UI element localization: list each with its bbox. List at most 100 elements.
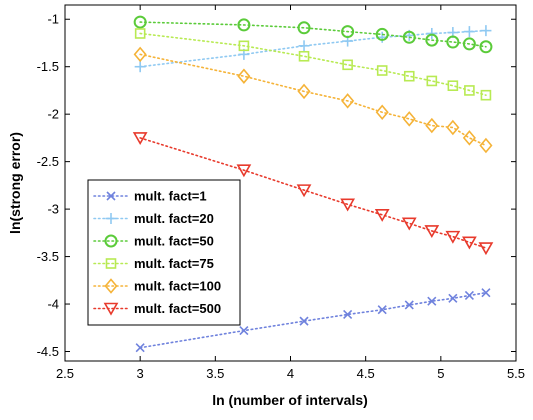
legend-marker bbox=[104, 234, 118, 248]
y-tick-label: -1.5 bbox=[37, 59, 59, 74]
y-tick-label: -4 bbox=[47, 297, 59, 312]
data-point bbox=[134, 61, 146, 73]
data-point bbox=[236, 164, 252, 178]
data-point bbox=[135, 343, 145, 353]
data-point bbox=[448, 293, 458, 303]
data-point bbox=[297, 21, 311, 35]
data-point bbox=[479, 40, 493, 54]
data-point bbox=[375, 104, 389, 121]
data-point bbox=[403, 70, 415, 82]
data-point bbox=[479, 137, 493, 154]
data-point bbox=[377, 305, 387, 315]
data-point bbox=[342, 59, 353, 71]
x-tick-label: 4 bbox=[287, 366, 294, 381]
series-line bbox=[139, 32, 487, 96]
series-line bbox=[139, 137, 487, 249]
x-tick-label: 3.5 bbox=[206, 366, 224, 381]
x-tick-label: 4.5 bbox=[357, 366, 375, 381]
data-point bbox=[424, 225, 440, 239]
data-point bbox=[462, 130, 476, 146]
data-point bbox=[296, 184, 312, 198]
y-tick-label: -1 bbox=[47, 12, 59, 27]
data-point bbox=[133, 46, 147, 63]
data-point bbox=[426, 75, 438, 87]
y-tick-label: -2.5 bbox=[37, 154, 59, 169]
data-point bbox=[426, 27, 438, 39]
legend-item: mult. fact=20 bbox=[93, 211, 214, 226]
data-point bbox=[446, 119, 460, 136]
y-axis-label: ln(strong error) bbox=[7, 132, 23, 234]
y-tick-label: -3.5 bbox=[37, 249, 59, 264]
legend-marker bbox=[106, 191, 116, 201]
legend-item: mult. fact=75 bbox=[93, 256, 214, 271]
series-line bbox=[139, 21, 487, 48]
data-point bbox=[374, 209, 390, 222]
data-point bbox=[132, 132, 148, 146]
y-tick-label: -3 bbox=[47, 202, 59, 217]
data-point bbox=[341, 93, 355, 109]
data-point bbox=[341, 25, 355, 39]
data-point bbox=[425, 117, 439, 134]
data-point bbox=[239, 326, 249, 336]
data-point bbox=[404, 300, 414, 310]
series-5 bbox=[133, 46, 493, 154]
data-point bbox=[480, 25, 492, 37]
data-point bbox=[401, 217, 417, 231]
data-point bbox=[462, 37, 476, 51]
legend-item: mult. fact=50 bbox=[93, 234, 214, 249]
data-point bbox=[425, 33, 439, 47]
data-point bbox=[402, 30, 416, 44]
data-point bbox=[447, 80, 459, 91]
legend-box bbox=[87, 179, 241, 326]
legend-item: mult. fact=1 bbox=[93, 189, 207, 204]
data-point bbox=[464, 290, 474, 301]
data-point bbox=[298, 40, 310, 52]
data-point bbox=[478, 242, 494, 256]
legend: mult. fact=1 mult. fact=20 mult. fact=50 mu… bbox=[87, 179, 241, 326]
series-6 bbox=[132, 132, 494, 256]
data-point bbox=[376, 65, 388, 76]
data-point bbox=[237, 18, 251, 32]
data-point bbox=[427, 296, 437, 306]
data-point bbox=[402, 111, 416, 127]
x-tick-label: 5.5 bbox=[507, 366, 525, 381]
data-point bbox=[464, 85, 475, 96]
series-3 bbox=[133, 15, 493, 54]
legend-marker bbox=[105, 258, 117, 269]
y-tick-label: -2 bbox=[47, 107, 59, 122]
x-tick-label: 5 bbox=[437, 366, 444, 381]
legend-label: mult. fact=75 bbox=[134, 256, 214, 271]
legend-marker bbox=[105, 213, 117, 224]
legend-marker bbox=[104, 278, 118, 294]
data-point bbox=[445, 230, 461, 244]
data-point bbox=[340, 198, 356, 212]
data-point bbox=[446, 35, 460, 49]
axes-layer: 2.5 3 3.5 4 4.5 5 5.5 -4.5 -4 -3.5 -3 -2.5 -2 -1.5 -1 bbox=[37, 4, 525, 381]
data-point bbox=[299, 316, 309, 326]
legend-label: mult. fact=500 bbox=[134, 301, 221, 316]
series-4 bbox=[134, 28, 492, 101]
series-line bbox=[139, 53, 487, 147]
data-point bbox=[298, 50, 310, 62]
data-point bbox=[480, 89, 492, 101]
legend-item: mult. fact=100 bbox=[93, 278, 221, 294]
legend-label: mult. fact=100 bbox=[134, 279, 221, 294]
legend-label: mult. fact=20 bbox=[134, 211, 214, 226]
x-tick-label: 3 bbox=[137, 366, 144, 381]
data-point bbox=[481, 288, 491, 298]
series-1 bbox=[135, 288, 491, 353]
data-point bbox=[462, 236, 477, 250]
x-axis-label: ln (number of intervals) bbox=[212, 392, 368, 408]
data-point bbox=[133, 15, 147, 29]
x-tick-label: 2.5 bbox=[56, 366, 74, 381]
legend-label: mult. fact=50 bbox=[134, 234, 214, 249]
data-point bbox=[134, 28, 146, 39]
data-point bbox=[375, 27, 389, 41]
data-point bbox=[463, 26, 475, 38]
series-line bbox=[139, 291, 487, 349]
y-tick-label: -4.5 bbox=[37, 344, 59, 359]
legend-marker bbox=[103, 302, 119, 316]
data-point bbox=[343, 309, 353, 320]
